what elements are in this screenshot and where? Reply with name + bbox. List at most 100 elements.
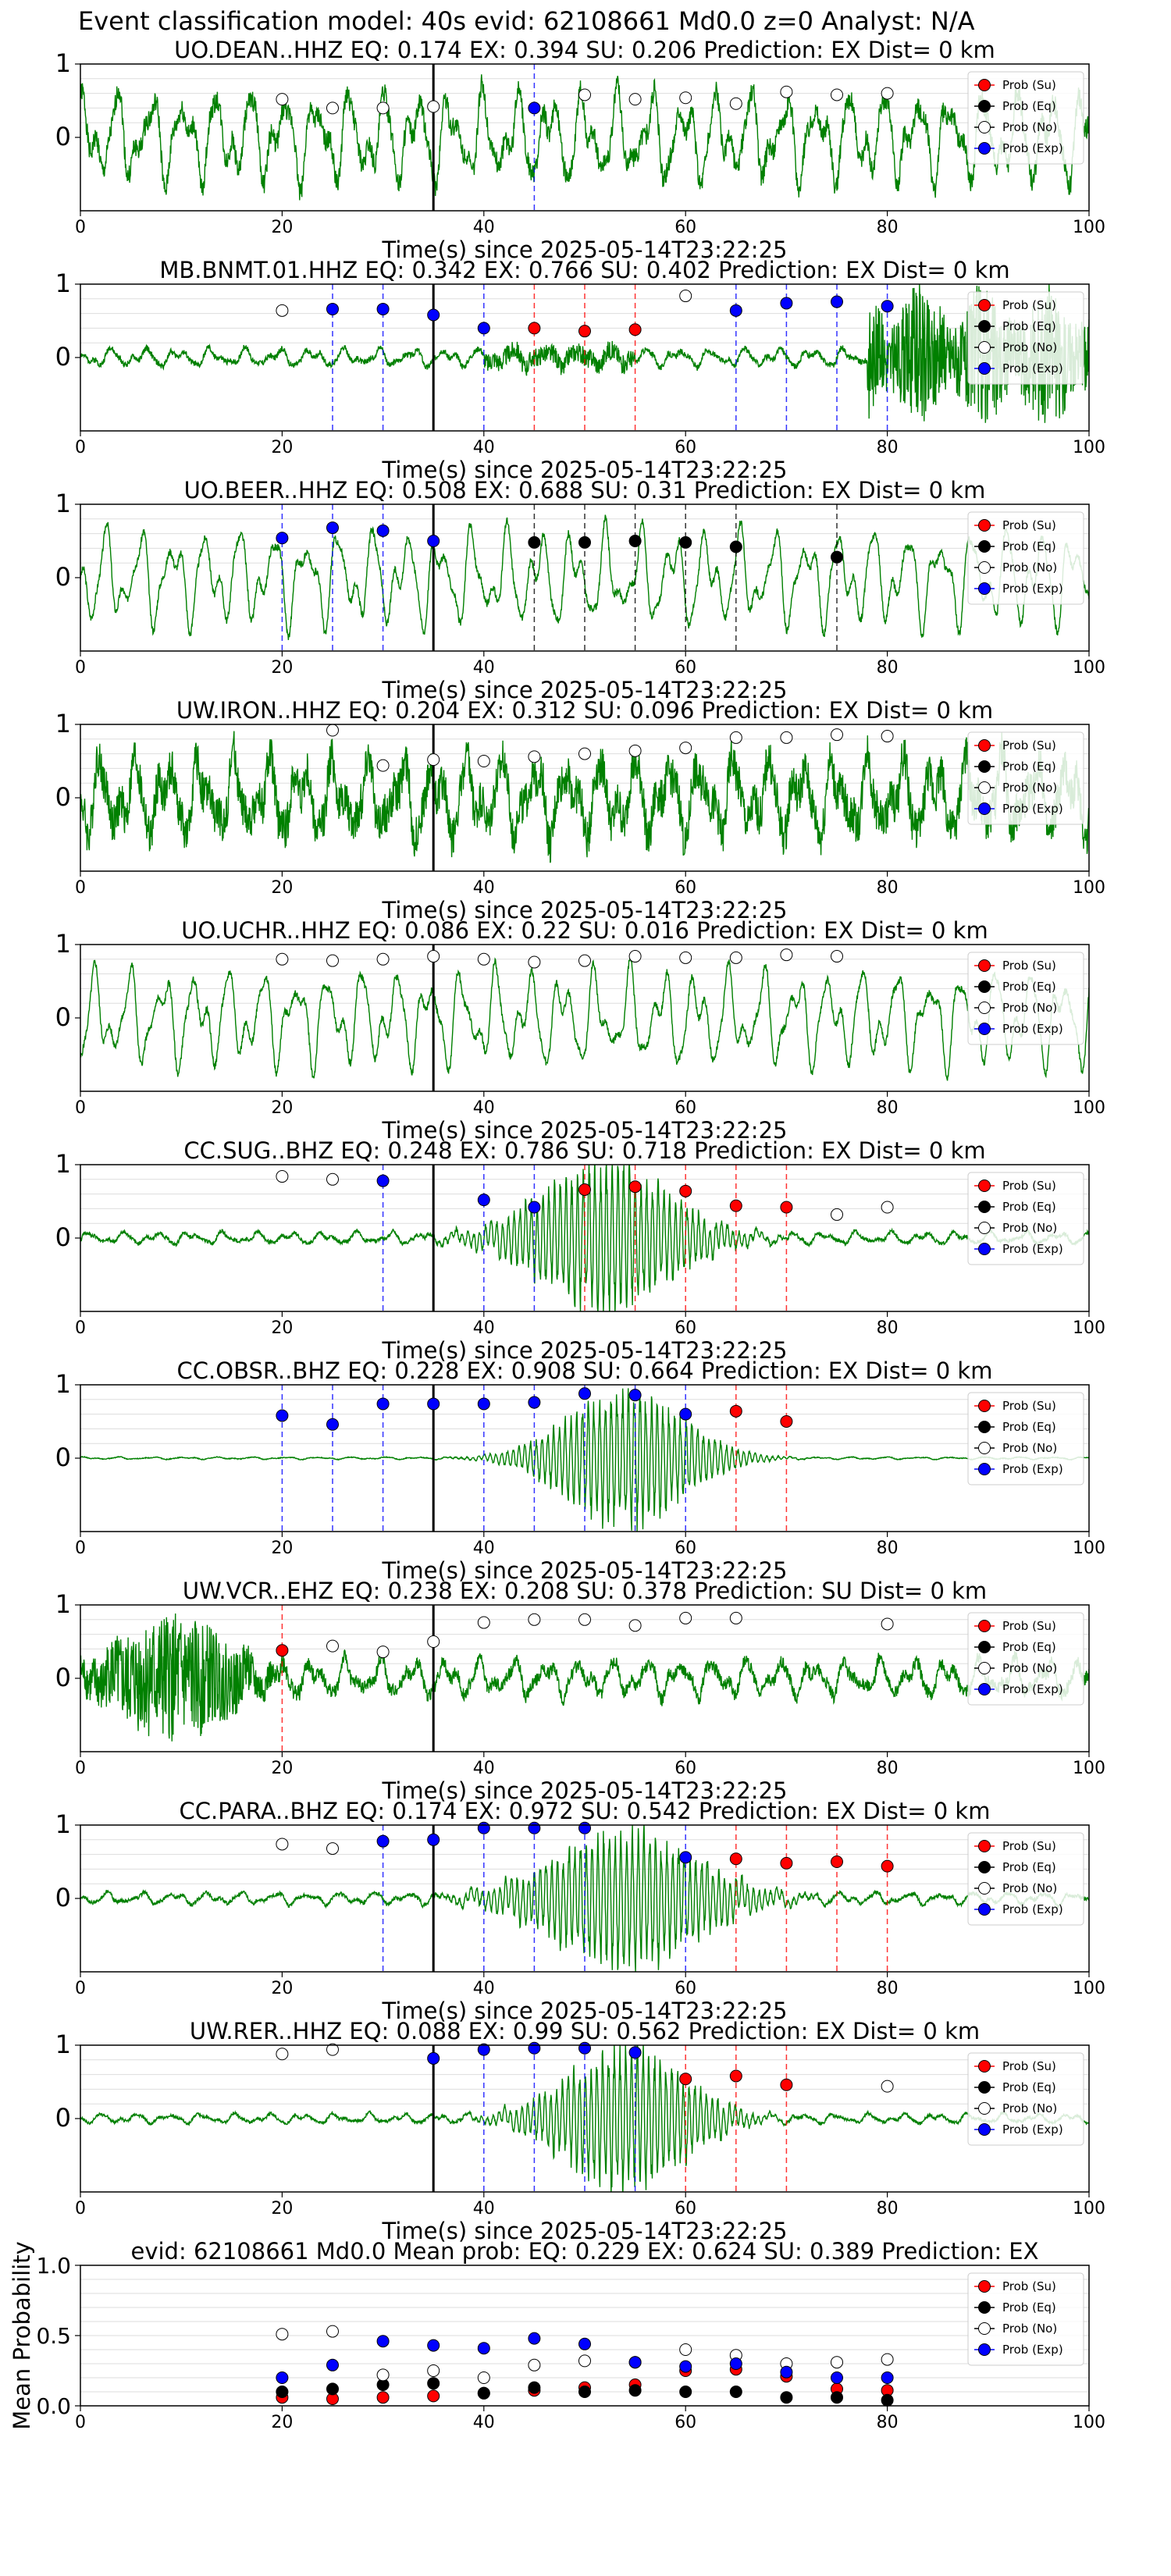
waveform-trace xyxy=(80,2045,1089,2192)
station-panel: UW.RER..HHZ EQ: 0.088 EX: 0.99 SU: 0.562… xyxy=(55,2018,1105,2244)
probability-point-no xyxy=(831,1208,843,1221)
station-panel: CC.PARA..BHZ EQ: 0.174 EX: 0.972 SU: 0.5… xyxy=(55,1798,1105,2024)
legend-marker-no xyxy=(978,1222,991,1234)
legend-label-exp: Prob (Exp) xyxy=(1002,1902,1063,1916)
legend-label-eq: Prob (Eq) xyxy=(1002,1640,1056,1654)
probability-point-su xyxy=(780,2078,793,2091)
x-tick-label: 100 xyxy=(1073,1979,1105,1998)
probability-point-no xyxy=(628,93,642,106)
y-tick-label: 0 xyxy=(55,1663,71,1692)
probability-point-su xyxy=(780,1415,793,1428)
probability-point-exp xyxy=(679,1851,692,1864)
probability-point-no xyxy=(528,750,541,763)
probability-point-exp xyxy=(477,1194,490,1207)
legend-marker-exp xyxy=(978,362,991,375)
x-tick-label: 0 xyxy=(75,1539,86,1558)
probability-point-exp xyxy=(528,1201,541,1214)
probability-point-su xyxy=(578,1183,591,1196)
mean-point-eq xyxy=(528,2381,541,2394)
legend-box xyxy=(967,731,1084,825)
probability-point-no xyxy=(679,742,692,755)
mean-point-eq xyxy=(427,2377,440,2390)
x-tick-label: 60 xyxy=(674,658,696,678)
x-tick-label: 100 xyxy=(1073,218,1105,237)
x-tick-label: 0 xyxy=(75,878,86,898)
probability-point-exp xyxy=(729,304,742,317)
mean-point-no xyxy=(477,2371,490,2384)
probability-point-no xyxy=(729,951,742,964)
legend-marker-no xyxy=(978,1442,991,1454)
y-tick-label: 0.0 xyxy=(36,2393,71,2419)
x-tick-label: 0 xyxy=(75,1098,86,1118)
mean-point-eq xyxy=(780,2391,793,2404)
legend-box xyxy=(967,291,1084,385)
legend-label-exp: Prob (Exp) xyxy=(1002,1242,1063,1256)
probability-point-exp xyxy=(628,2046,642,2059)
x-tick-label: 40 xyxy=(473,878,495,898)
x-tick-label: 60 xyxy=(674,1318,696,1338)
mean-point-exp xyxy=(427,2339,440,2352)
x-tick-label: 80 xyxy=(877,878,899,898)
y-tick-label: 0 xyxy=(55,1222,71,1252)
probability-point-exp xyxy=(427,1833,440,1846)
y-tick-label: 0 xyxy=(55,782,71,812)
probability-point-su xyxy=(729,1404,742,1418)
probability-point-no xyxy=(831,728,843,742)
legend-marker-exp xyxy=(978,142,991,155)
y-tick-label: 0 xyxy=(55,562,71,592)
legend-label-exp: Prob (Exp) xyxy=(1002,1462,1063,1476)
probability-point-no xyxy=(729,97,742,110)
x-tick-label: 60 xyxy=(674,438,696,457)
legend-box xyxy=(967,1832,1084,1926)
probability-point-no xyxy=(578,88,591,101)
legend-label-su: Prob (Su) xyxy=(1002,1179,1056,1193)
probability-point-exp xyxy=(427,1397,440,1411)
probability-point-exp xyxy=(376,1834,390,1848)
legend-marker-eq xyxy=(978,540,991,553)
probability-point-exp xyxy=(326,521,339,535)
probability-point-su xyxy=(679,1184,692,1197)
y-tick-label: 0.5 xyxy=(36,2323,71,2349)
legend-box xyxy=(967,2272,1084,2366)
probability-point-exp xyxy=(578,1387,591,1400)
probability-point-no xyxy=(528,1613,541,1626)
station-panel: UW.VCR..EHZ EQ: 0.238 EX: 0.208 SU: 0.37… xyxy=(55,1578,1105,1804)
panel-title: UO.UCHR..HHZ EQ: 0.086 EX: 0.22 SU: 0.01… xyxy=(181,917,988,944)
legend-label-exp: Prob (Exp) xyxy=(1002,1682,1063,1696)
legend-marker-eq xyxy=(978,100,991,112)
mean-point-eq xyxy=(679,2386,692,2398)
y-tick-label: 1 xyxy=(55,489,71,518)
x-tick-label: 0 xyxy=(75,218,86,237)
waveform-trace xyxy=(80,955,1089,1081)
legend-label-no: Prob (No) xyxy=(1002,1001,1057,1015)
probability-point-no xyxy=(881,1617,894,1631)
x-axis-label: Time(s) since 2025-05-14T23:22:25 xyxy=(382,1998,788,2024)
legend: Prob (Su) Prob (Eq) Prob (No) Prob (Exp) xyxy=(967,731,1084,825)
x-axis-label: Time(s) since 2025-05-14T23:22:25 xyxy=(382,1117,788,1144)
legend-box xyxy=(967,71,1084,165)
probability-point-no xyxy=(326,1842,339,1856)
probability-point-no xyxy=(427,753,440,767)
probability-point-no xyxy=(326,1639,339,1653)
probability-point-no xyxy=(881,1201,894,1214)
x-tick-label: 20 xyxy=(271,1539,293,1558)
panel-title: UO.BEER..HHZ EQ: 0.508 EX: 0.688 SU: 0.3… xyxy=(184,477,986,503)
legend-marker-su xyxy=(978,299,991,311)
y-tick-label: 1 xyxy=(55,269,71,298)
probability-point-exp xyxy=(578,1821,591,1834)
probability-point-exp xyxy=(477,1821,490,1834)
legend-label-no: Prob (No) xyxy=(1002,1661,1057,1675)
y-tick-label: 1 xyxy=(55,48,71,78)
legend-label-su: Prob (Su) xyxy=(1002,518,1056,532)
mean-point-exp xyxy=(628,2356,642,2369)
mean-point-su xyxy=(376,2391,390,2404)
x-tick-label: 80 xyxy=(877,2199,899,2218)
y-tick-label: 1 xyxy=(55,1369,71,1399)
probability-point-su xyxy=(528,322,541,335)
probability-point-no xyxy=(881,730,894,743)
x-tick-label: 80 xyxy=(877,1098,899,1118)
legend: Prob (Su) Prob (Eq) Prob (No) Prob (Exp) xyxy=(967,1392,1084,1485)
x-tick-label: 0 xyxy=(75,1979,86,1998)
probability-point-no xyxy=(326,101,339,115)
mean-point-no xyxy=(376,2368,390,2382)
